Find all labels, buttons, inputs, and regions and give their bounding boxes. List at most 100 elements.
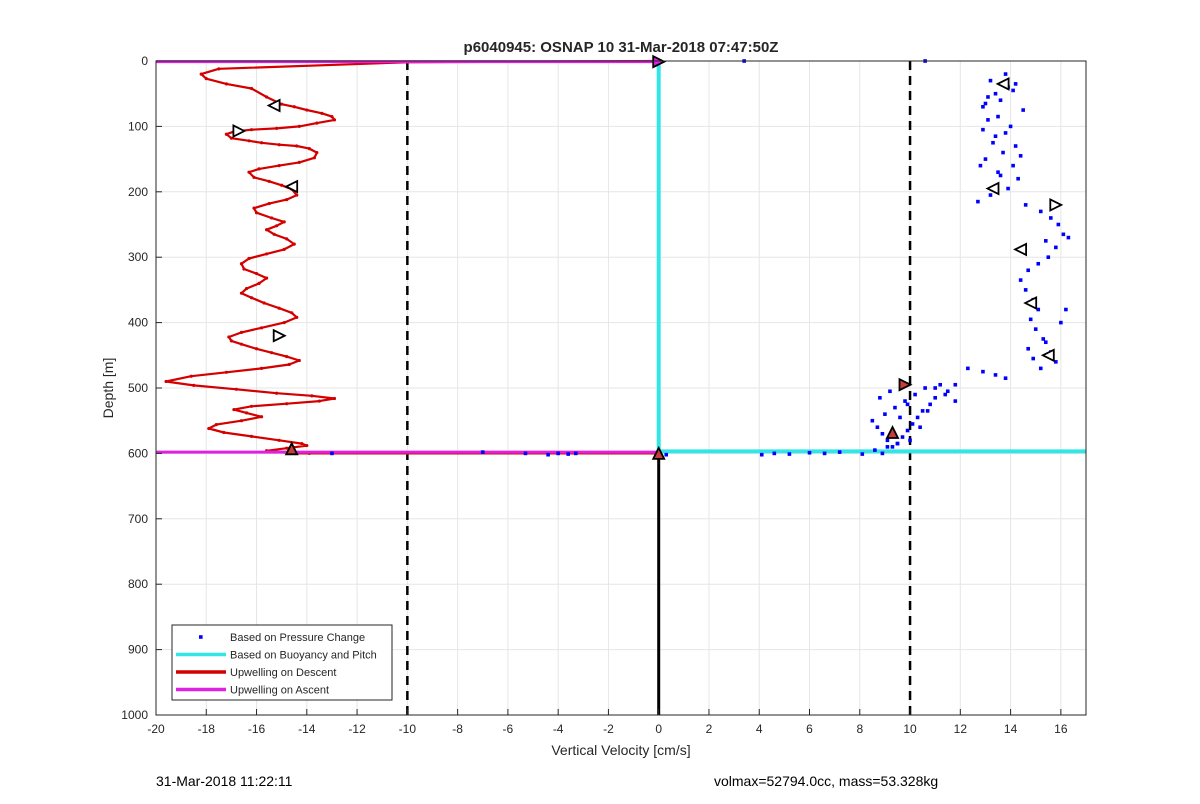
based-on-pressure-change-point [664,452,669,457]
upwelling-on-descent-vertex [239,291,244,295]
upwelling-on-descent-vertex [267,179,271,183]
based-on-pressure-change-point [1043,239,1048,243]
upwelling-on-descent-vertex [249,128,254,132]
y-tick-label: 200 [128,185,148,199]
based-on-pressure-change-point [953,399,958,403]
x-tick-label: -4 [553,722,564,736]
upwelling-on-descent-vertex [332,396,337,401]
x-tick-label: 12 [954,722,968,736]
y-tick-label: 300 [128,250,148,264]
based-on-pressure-change-point [1016,176,1020,181]
based-on-pressure-change-point [945,389,950,394]
upwelling-on-descent-vertex [199,72,203,76]
upwelling-on-descent-vertex [280,102,284,106]
upwelling-on-descent-vertex [277,164,281,168]
based-on-pressure-change-point [890,445,895,449]
triangle-marker [885,424,900,439]
upwelling-on-descent-vertex [249,86,254,91]
x-tick-label: -16 [248,722,266,736]
based-on-pressure-change-point [1011,88,1015,93]
upwelling-on-descent-vertex [229,136,234,140]
based-on-pressure-change-point [1038,209,1043,214]
upwelling-on-descent-vertex [307,147,311,151]
triangle-marker [1049,197,1064,212]
based-on-pressure-change-point [566,452,571,456]
based-on-pressure-change-point [895,441,900,446]
based-on-pressure-change-point [908,438,912,443]
upwelling-on-descent-vertex [189,374,193,378]
upwelling-on-descent-vertex [229,339,234,343]
series-layer [156,59,1086,457]
upwelling-on-descent-vertex [234,387,239,391]
upwelling-on-descent-vertex [224,132,228,136]
triangle-marker [1023,296,1038,310]
based-on-pressure-change-point [943,392,948,397]
upwelling-on-descent-vertex [315,150,319,155]
upwelling-on-descent-vertex [207,426,211,431]
based-on-pressure-change-point [1011,163,1015,168]
x-tick-label: -8 [452,722,463,736]
upwelling-on-descent-vertex [232,407,236,412]
based-on-pressure-change-point [1054,360,1058,364]
based-on-pressure-change-point [1049,216,1053,220]
x-tick-label: -18 [198,722,216,736]
based-on-pressure-change-point [1054,245,1058,250]
upwelling-on-descent-vertex [295,315,299,319]
chart-title: p6040945: OSNAP 10 31-Mar-2018 07:47:50Z [464,39,779,56]
based-on-pressure-change-point [822,451,827,456]
based-on-pressure-change-point [903,399,907,403]
upwelling-on-descent-vertex [332,118,337,122]
based-on-buoyancy-and-pitch-line [656,61,1086,454]
based-on-pressure-change-point [573,451,578,456]
upwelling-on-descent-vertex [204,77,208,81]
based-on-pressure-change-point [885,438,890,443]
upwelling-on-descent-vertex [259,326,264,330]
based-on-pressure-change-point [910,422,915,426]
upwelling-on-descent-vertex [247,256,251,261]
upwelling-on-descent-vertex [320,111,324,115]
legend-items: Based on Pressure Change Based on Buoyanc… [176,632,377,697]
based-on-pressure-change-point [966,366,970,371]
upwelling-on-descent-vertex [270,216,274,220]
upwelling-on-descent-vertex [164,379,168,384]
legend-label-based-on-pressure-change: Based on Pressure Change [230,632,365,644]
x-tick-label: -14 [298,722,316,736]
upwelling-on-descent-vertex [222,430,226,435]
based-on-pressure-change-point [938,382,943,387]
based-on-pressure-change-point [759,452,764,457]
reference-lines-layer [406,61,912,715]
upwelling-on-descent-vertex [285,198,289,202]
legend-box [171,624,393,701]
based-on-pressure-change-point [933,386,937,390]
based-on-pressure-change-point [993,373,998,377]
based-on-pressure-change-point [925,409,930,413]
upwelling-on-descent-vertex [297,160,301,164]
based-on-pressure-change-point [998,173,1003,178]
upwelling-on-descent-vertex [257,281,261,285]
based-on-pressure-change-point [928,402,932,407]
upwelling-on-descent-vertex [292,242,296,246]
y-tick-label: 0 [141,54,148,68]
legend-label-upwelling-on-descent: Upwelling on Descent [230,667,336,679]
triangle-marker [651,445,666,460]
triangle-marker [266,98,281,113]
based-on-pressure-change-point [1066,235,1071,240]
upwelling-on-descent-vertex [239,330,244,335]
x-tick-label: -2 [603,722,614,736]
based-on-pressure-change-point [923,386,927,390]
upwelling-on-descent-vertex [239,262,244,266]
based-on-pressure-change-point [1026,268,1030,273]
based-on-pressure-change-point [772,451,777,456]
based-on-pressure-change-point [981,369,985,374]
based-on-pressure-change-point [953,382,958,387]
triangle-marker [284,441,299,456]
upwelling-on-descent-vertex [264,95,269,99]
based-on-pressure-change-point [988,78,993,83]
based-on-pressure-change-point [883,412,887,416]
upwelling-on-descent-vertex [317,399,321,403]
upwelling-on-descent-vertex [330,114,334,119]
triangle-marker [1013,242,1027,257]
upwelling-on-descent-vertex [244,411,249,415]
y-tick-label: 900 [128,643,148,657]
upwelling-on-descent-vertex [310,394,314,398]
